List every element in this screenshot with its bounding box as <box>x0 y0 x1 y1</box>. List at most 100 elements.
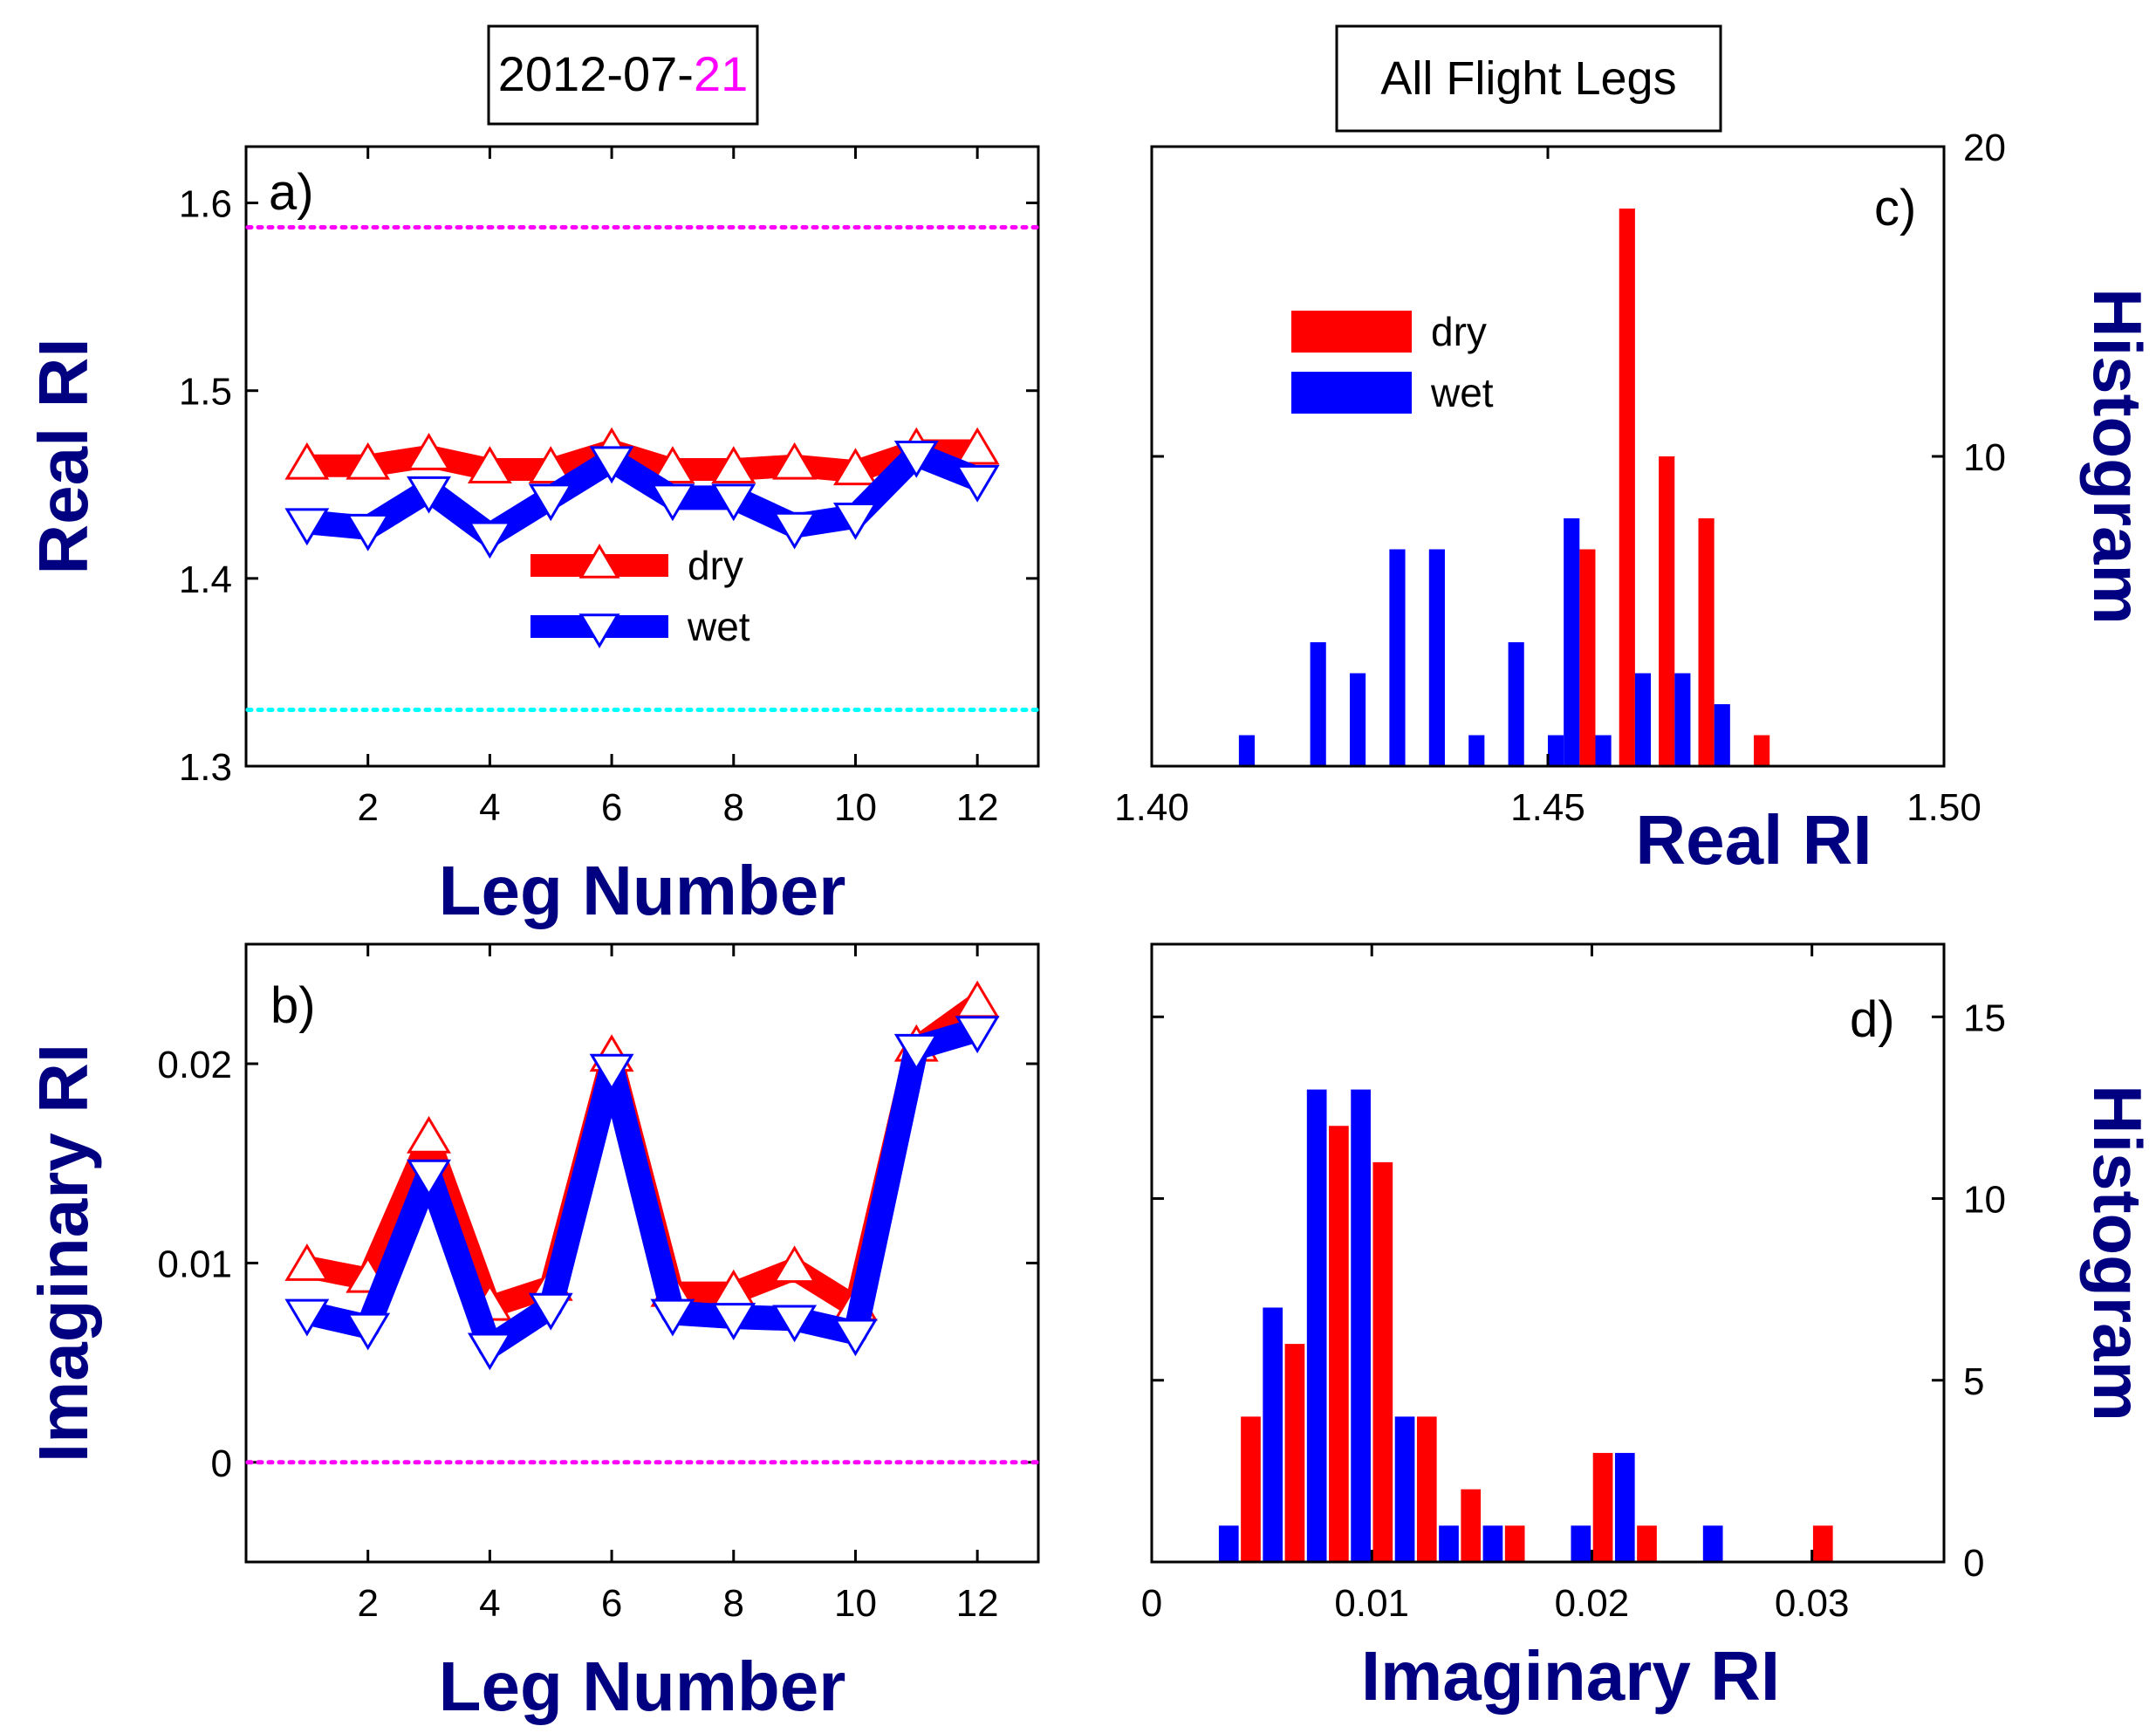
x-tick-label: 12 <box>956 1582 999 1625</box>
x-tick-label: 10 <box>834 1582 877 1625</box>
bar-dry <box>1659 456 1675 766</box>
marker-dry <box>284 442 330 480</box>
panel-d: 0 0.01 0.02 0.03 0 5 10 15 d) Imaginary RI Histogr… <box>1141 942 2156 1715</box>
panel-label: c) <box>1874 180 1916 236</box>
panel-label: d) <box>1850 991 1895 1048</box>
x-tick-label: 4 <box>479 1582 500 1625</box>
panel-a: 2 4 6 8 10 12 1.3 1.4 1.5 1.6 a) Leg Number Real RI d… <box>24 145 1040 929</box>
marker-wet <box>467 1332 512 1371</box>
plot-frame <box>1150 145 1946 768</box>
marker-dry <box>772 442 818 480</box>
x-tick-label: 0.03 <box>1775 1582 1850 1625</box>
marker-wet <box>589 446 634 484</box>
all-legs-box: All Flight Legs <box>1335 24 1722 133</box>
marker-wet <box>346 513 391 551</box>
marker-dry <box>284 1243 330 1281</box>
y-tick-label: 0 <box>211 1442 232 1485</box>
marker-dry <box>955 980 1000 1018</box>
y-axis-label: Histogram <box>2079 1085 2156 1421</box>
x-axis-label: Real RI <box>1635 801 1872 879</box>
all-legs-text: All Flight Legs <box>1380 52 1676 105</box>
legend-label-dry: dry <box>1431 309 1487 354</box>
y-tick-label: 10 <box>1963 1179 2006 1222</box>
x-tick-label: 2 <box>357 786 378 829</box>
legend-label-wet: wet <box>687 604 750 649</box>
x-tick-label: 0 <box>1141 1582 1162 1625</box>
bar-wet <box>1238 735 1256 766</box>
marker-dry <box>346 442 391 480</box>
x-tick-label: 6 <box>601 1582 622 1625</box>
date-day: 21 <box>694 46 748 101</box>
marker-wet <box>407 1159 451 1197</box>
marker-dry <box>528 446 573 483</box>
bar-dry <box>1416 1416 1437 1562</box>
marker-wet <box>346 1312 391 1351</box>
y-tick-label: 1.3 <box>179 746 232 789</box>
bar-wet <box>1702 1525 1723 1562</box>
bar-dry <box>1812 1525 1833 1562</box>
bar-wet <box>1634 673 1652 766</box>
panel-label: a) <box>269 164 314 221</box>
bar-wet <box>1595 735 1612 766</box>
svg-text:2012-07-21: 2012-07-21 <box>498 46 748 101</box>
y-tick-label: 1.6 <box>179 183 232 226</box>
x-tick-label: 1.50 <box>1906 786 1981 829</box>
marker-wet <box>650 1298 695 1337</box>
x-axis-label: Imaginary RI <box>1361 1637 1780 1715</box>
bar-wet <box>1394 1416 1415 1562</box>
marker-wet <box>650 483 695 522</box>
bar-wet <box>1351 1089 1371 1562</box>
marker-dry <box>833 448 878 486</box>
y-tick-label: 0 <box>1963 1542 1984 1585</box>
legend-label-dry: dry <box>688 543 743 588</box>
bar-wet <box>1263 1307 1283 1562</box>
bar-wet <box>1714 704 1730 766</box>
marker-wet <box>528 483 573 522</box>
plot-frame <box>244 942 1040 1564</box>
bar-wet <box>1350 673 1366 766</box>
marker-wet <box>955 1016 1000 1054</box>
bar-dry <box>1504 1525 1525 1562</box>
x-tick-label: 0.01 <box>1334 1582 1409 1625</box>
marker-wet <box>772 1305 818 1343</box>
y-axis-label: Real RI <box>24 338 102 574</box>
marker-wet <box>589 1053 634 1092</box>
bar-dry <box>1329 1126 1349 1562</box>
x-tick-label: 1.45 <box>1510 786 1585 829</box>
series-line-wet <box>304 1017 982 1360</box>
marker-dry <box>711 446 756 483</box>
marker-wet <box>955 464 1000 503</box>
marker-wet <box>833 1319 878 1357</box>
marker-wet <box>833 502 878 540</box>
marker-dry <box>407 1115 451 1154</box>
marker-dry <box>650 446 695 483</box>
marker-wet <box>284 508 330 546</box>
x-tick-label: 4 <box>479 786 500 829</box>
bar-wet <box>1571 1525 1591 1562</box>
x-tick-label: 10 <box>834 786 877 829</box>
marker-dry <box>407 433 451 470</box>
marker-dry <box>772 1245 818 1284</box>
legend-swatch-wet <box>1291 372 1412 414</box>
panel-label: b) <box>270 977 316 1034</box>
bar-dry <box>1241 1416 1261 1562</box>
bar-dry <box>1592 1453 1613 1562</box>
marker-wet <box>711 483 756 522</box>
x-tick-label: 0.02 <box>1555 1582 1630 1625</box>
marker-wet <box>284 1298 330 1337</box>
x-tick-label: 12 <box>956 786 999 829</box>
bar-wet <box>1548 735 1564 766</box>
x-tick-label: 6 <box>601 786 622 829</box>
bar-dry <box>1637 1525 1657 1562</box>
bar-wet <box>1482 1525 1503 1562</box>
y-axis-label: Imaginary RI <box>24 1044 102 1462</box>
marker-wet <box>772 511 818 550</box>
marker-dry <box>467 446 512 483</box>
bar-wet <box>1614 1453 1635 1562</box>
marker-wet <box>893 440 939 478</box>
y-tick-label: 1.5 <box>179 371 232 414</box>
plot-frame <box>244 145 1040 768</box>
x-tick-label: 2 <box>357 1582 378 1625</box>
panel-b: 2 4 6 8 10 12 0 0.01 0.02 b) Leg Number Imaginary R… <box>24 942 1040 1725</box>
